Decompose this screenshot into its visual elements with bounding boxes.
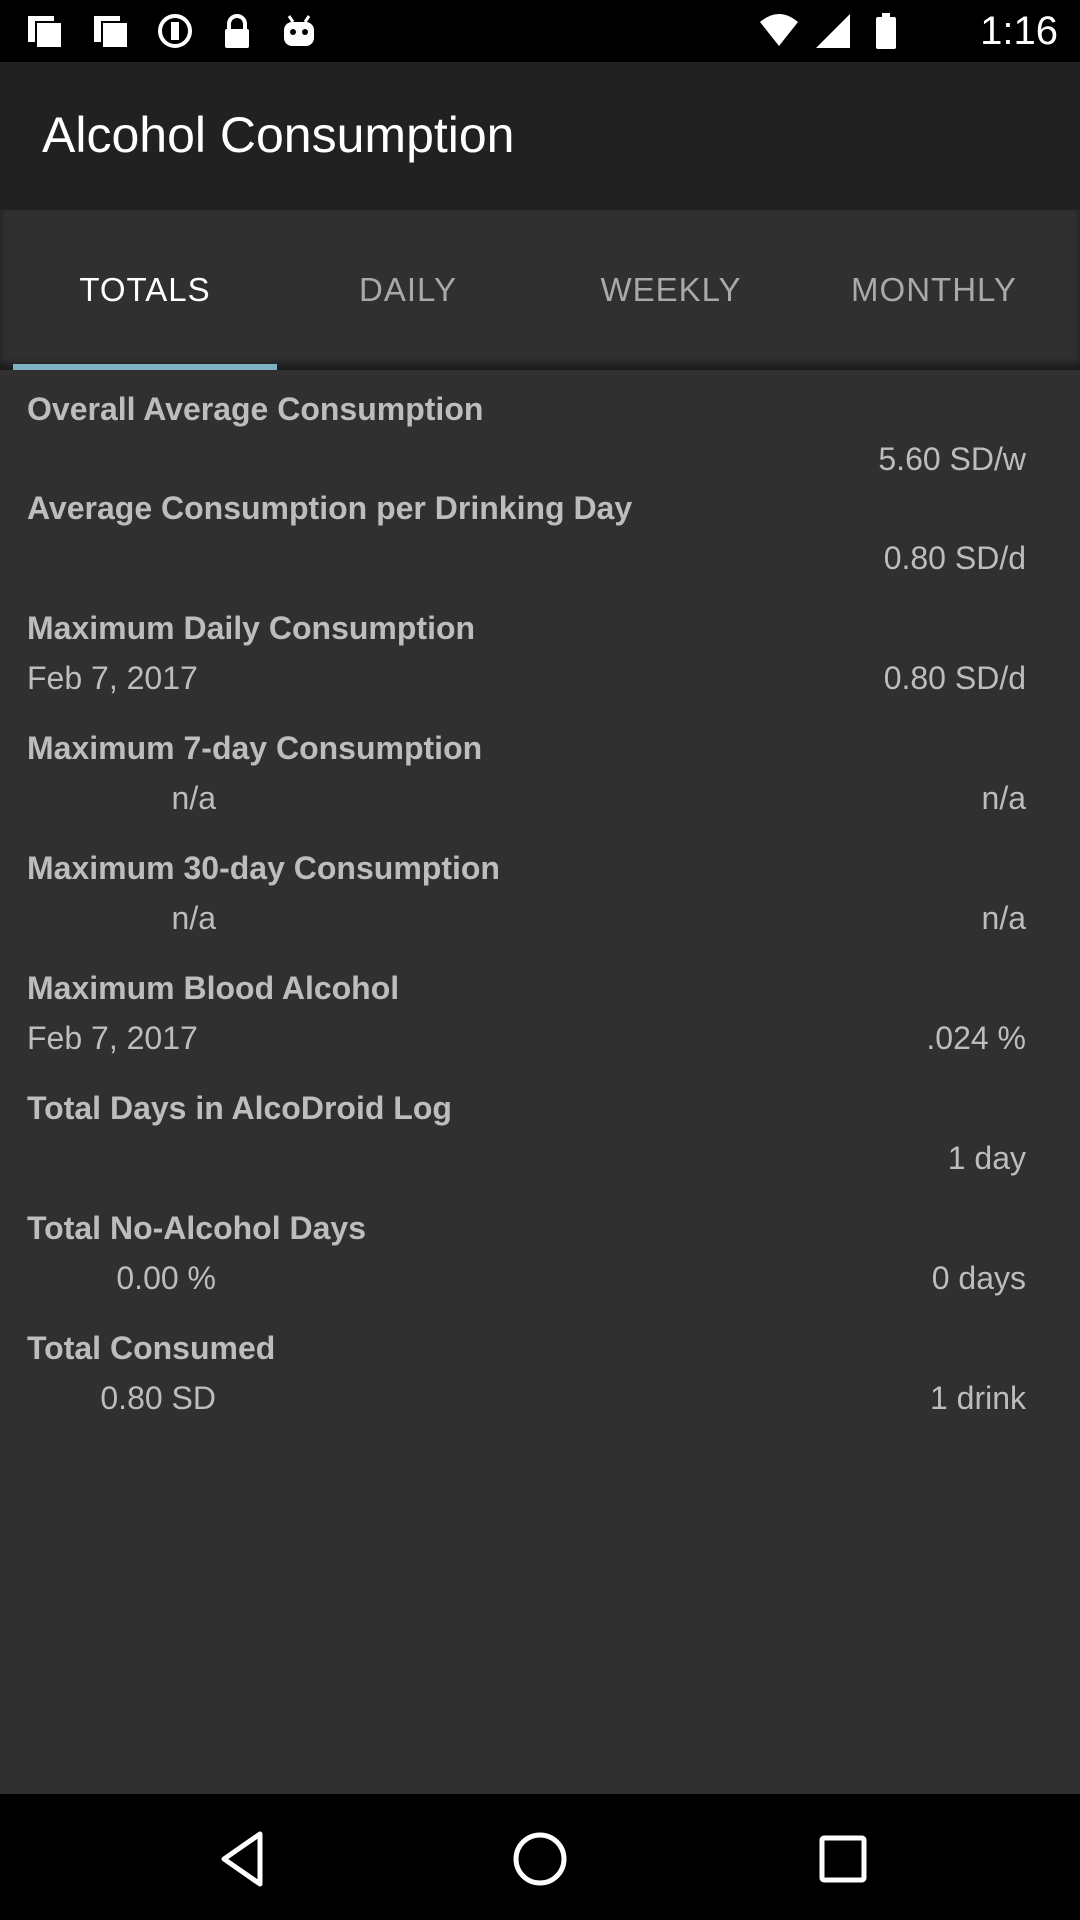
stat-value-total-consumed: 1 drink [929,1380,1026,1416]
app-bar: Alcohol Consumption [0,62,1080,210]
back-icon[interactable] [208,1824,278,1894]
lock-icon [225,14,249,48]
stat-heading-total-days: Total Days in AlcoDroid Log [27,1090,452,1126]
tab-totals[interactable]: TOTALS [79,271,211,308]
stat-heading-no-alcohol-days: Total No-Alcohol Days [27,1210,366,1246]
stat-heading-total-consumed: Total Consumed [27,1330,276,1366]
home-icon[interactable] [505,1824,575,1894]
sync-icon [158,14,192,48]
android-icon [284,15,314,46]
tab-bar: TOTALS DAILY WEEKLY MONTHLY [0,210,1080,370]
stat-value-total-days: 1 day [947,1140,1026,1176]
cell-signal-icon [816,14,850,48]
stat-value-max-daily: 0.80 SD/d [883,660,1026,696]
recents-icon[interactable] [808,1824,878,1894]
status-time: 1:16 [980,9,1058,53]
battery-icon [876,13,896,49]
stat-value-average-per-day: 0.80 SD/d [883,540,1026,576]
gallery-icon [94,16,129,49]
stat-date-max-30day: n/a [171,900,216,936]
photos-icon [28,16,63,49]
stat-date-max-7day: n/a [171,780,216,816]
tab-monthly[interactable]: MONTHLY [851,271,1017,308]
tab-weekly[interactable]: WEEKLY [600,271,742,308]
stat-value-max-blood-alcohol: .024 % [926,1020,1026,1056]
page-title: Alcohol Consumption [42,107,515,163]
stat-value-max-30day: n/a [981,900,1026,936]
stat-heading-max-30day: Maximum 30-day Consumption [27,850,500,886]
tab-daily[interactable]: DAILY [359,271,457,308]
navigation-bar [0,1794,1080,1920]
stat-sd-total-consumed: 0.80 SD [100,1380,216,1416]
stat-heading-max-daily: Maximum Daily Consumption [27,610,476,646]
tab-indicator [13,364,277,370]
stat-heading-average-per-day: Average Consumption per Drinking Day [27,490,633,526]
stat-date-max-blood-alcohol: Feb 7, 2017 [27,1020,198,1056]
stat-heading-max-7day: Maximum 7-day Consumption [27,730,483,766]
status-bar: 1:16 [0,0,1080,62]
stat-value-max-7day: n/a [981,780,1026,816]
stat-heading-overall-average: Overall Average Consumption [27,391,484,427]
stat-heading-max-blood-alcohol: Maximum Blood Alcohol [27,970,400,1006]
stats-list[interactable]: Overall Average Consumption 5.60 SD/w Av… [0,370,1080,1794]
stat-date-max-daily: Feb 7, 2017 [27,660,198,696]
stat-value-overall-average: 5.60 SD/w [878,441,1026,477]
wifi-icon [760,14,798,46]
stat-value-no-alcohol-days: 0 days [931,1260,1026,1296]
stat-percent-no-alcohol-days: 0.00 % [116,1260,216,1296]
